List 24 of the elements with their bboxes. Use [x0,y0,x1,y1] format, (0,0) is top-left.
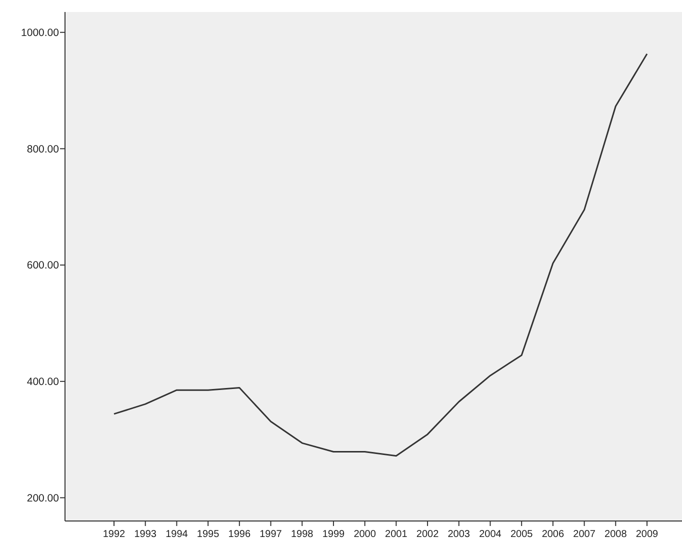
x-tick-label: 1997 [260,529,282,540]
y-tick-label: 800.00 [26,143,60,156]
x-tick-label: 1998 [290,529,314,540]
x-tick-label: 1999 [322,529,346,540]
x-tick-label: 2007 [573,529,596,540]
x-tick-label: 1996 [228,529,251,540]
y-tick-label: 400.00 [26,376,60,388]
y-tick-label: 600.00 [26,260,60,272]
y-tick-label: 1000.00 [21,27,60,40]
x-tick-label: 2005 [510,529,534,540]
x-tick-label: 2009 [636,529,659,540]
x-tick-label: 1993 [134,529,157,540]
x-tick-label: 2006 [542,529,564,540]
x-tick-label: 2008 [604,529,628,540]
x-tick-label: 1994 [166,529,188,540]
x-tick-label: 2001 [385,529,408,540]
x-tick-label: 1995 [196,529,220,540]
line-series [113,53,648,457]
x-tick-label: 2002 [416,529,440,540]
x-tick-label: 2000 [354,529,376,540]
x-tick-label: 1992 [102,529,126,540]
x-tick-label: 2003 [448,529,470,540]
y-tick-label: 200.00 [26,492,60,504]
x-tick-label: 2004 [479,529,502,540]
